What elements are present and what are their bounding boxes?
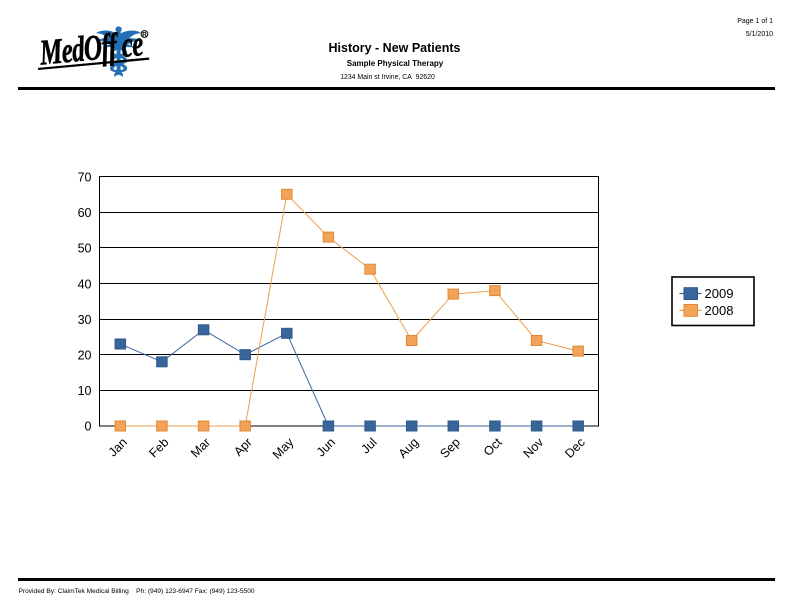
svg-text:40: 40 xyxy=(78,277,92,291)
svg-text:30: 30 xyxy=(78,313,92,327)
svg-text:Jul: Jul xyxy=(359,435,380,456)
svg-text:Nov: Nov xyxy=(521,435,547,461)
svg-text:0: 0 xyxy=(85,420,92,434)
svg-text:R: R xyxy=(142,31,147,38)
svg-text:Jun: Jun xyxy=(314,435,338,459)
svg-text:Sep: Sep xyxy=(437,435,463,461)
svg-text:Mar: Mar xyxy=(188,435,213,460)
svg-text:2008: 2008 xyxy=(705,303,734,318)
svg-text:2009: 2009 xyxy=(705,286,734,301)
svg-text:May: May xyxy=(270,435,297,462)
svg-text:20: 20 xyxy=(78,348,92,362)
svg-text:Dec: Dec xyxy=(562,435,588,461)
svg-text:ce: ce xyxy=(120,24,145,65)
svg-text:MedOff: MedOff xyxy=(37,25,121,73)
svg-text:70: 70 xyxy=(78,171,92,185)
svg-text:Feb: Feb xyxy=(146,435,171,460)
svg-text:Aug: Aug xyxy=(396,435,422,461)
svg-text:50: 50 xyxy=(78,242,92,256)
svg-text:60: 60 xyxy=(78,206,92,220)
svg-text:Oct: Oct xyxy=(481,435,505,459)
svg-text:Jan: Jan xyxy=(106,435,130,459)
svg-text:Apr: Apr xyxy=(231,435,255,459)
svg-text:10: 10 xyxy=(78,384,92,398)
